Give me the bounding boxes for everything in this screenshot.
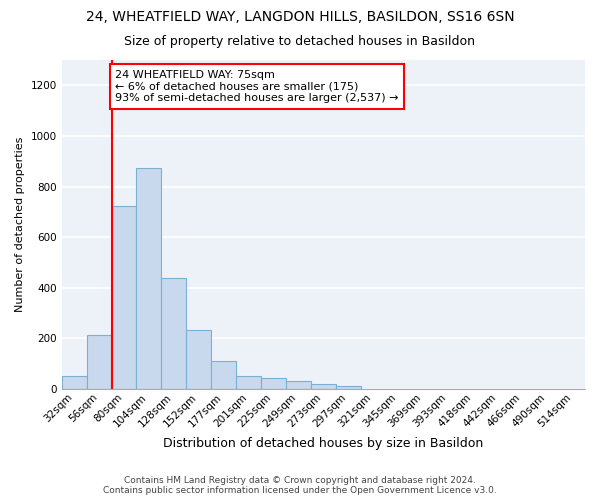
Bar	[86, 334, 112, 389]
Text: 24, WHEATFIELD WAY, LANGDON HILLS, BASILDON, SS16 6SN: 24, WHEATFIELD WAY, LANGDON HILLS, BASIL…	[86, 10, 514, 24]
Bar	[236, 376, 261, 389]
Bar	[186, 330, 211, 389]
Text: Contains HM Land Registry data © Crown copyright and database right 2024.
Contai: Contains HM Land Registry data © Crown c…	[103, 476, 497, 495]
X-axis label: Distribution of detached houses by size in Basildon: Distribution of detached houses by size …	[163, 437, 484, 450]
Text: Size of property relative to detached houses in Basildon: Size of property relative to detached ho…	[125, 35, 476, 48]
Bar	[62, 376, 86, 389]
Bar	[112, 206, 136, 389]
Bar	[211, 361, 236, 389]
Bar	[311, 384, 336, 389]
Y-axis label: Number of detached properties: Number of detached properties	[15, 137, 25, 312]
Bar	[286, 382, 311, 389]
Bar	[336, 386, 361, 389]
Text: 24 WHEATFIELD WAY: 75sqm
← 6% of detached houses are smaller (175)
93% of semi-d: 24 WHEATFIELD WAY: 75sqm ← 6% of detache…	[115, 70, 399, 103]
Bar	[136, 168, 161, 389]
Bar	[161, 278, 186, 389]
Bar	[261, 378, 286, 389]
